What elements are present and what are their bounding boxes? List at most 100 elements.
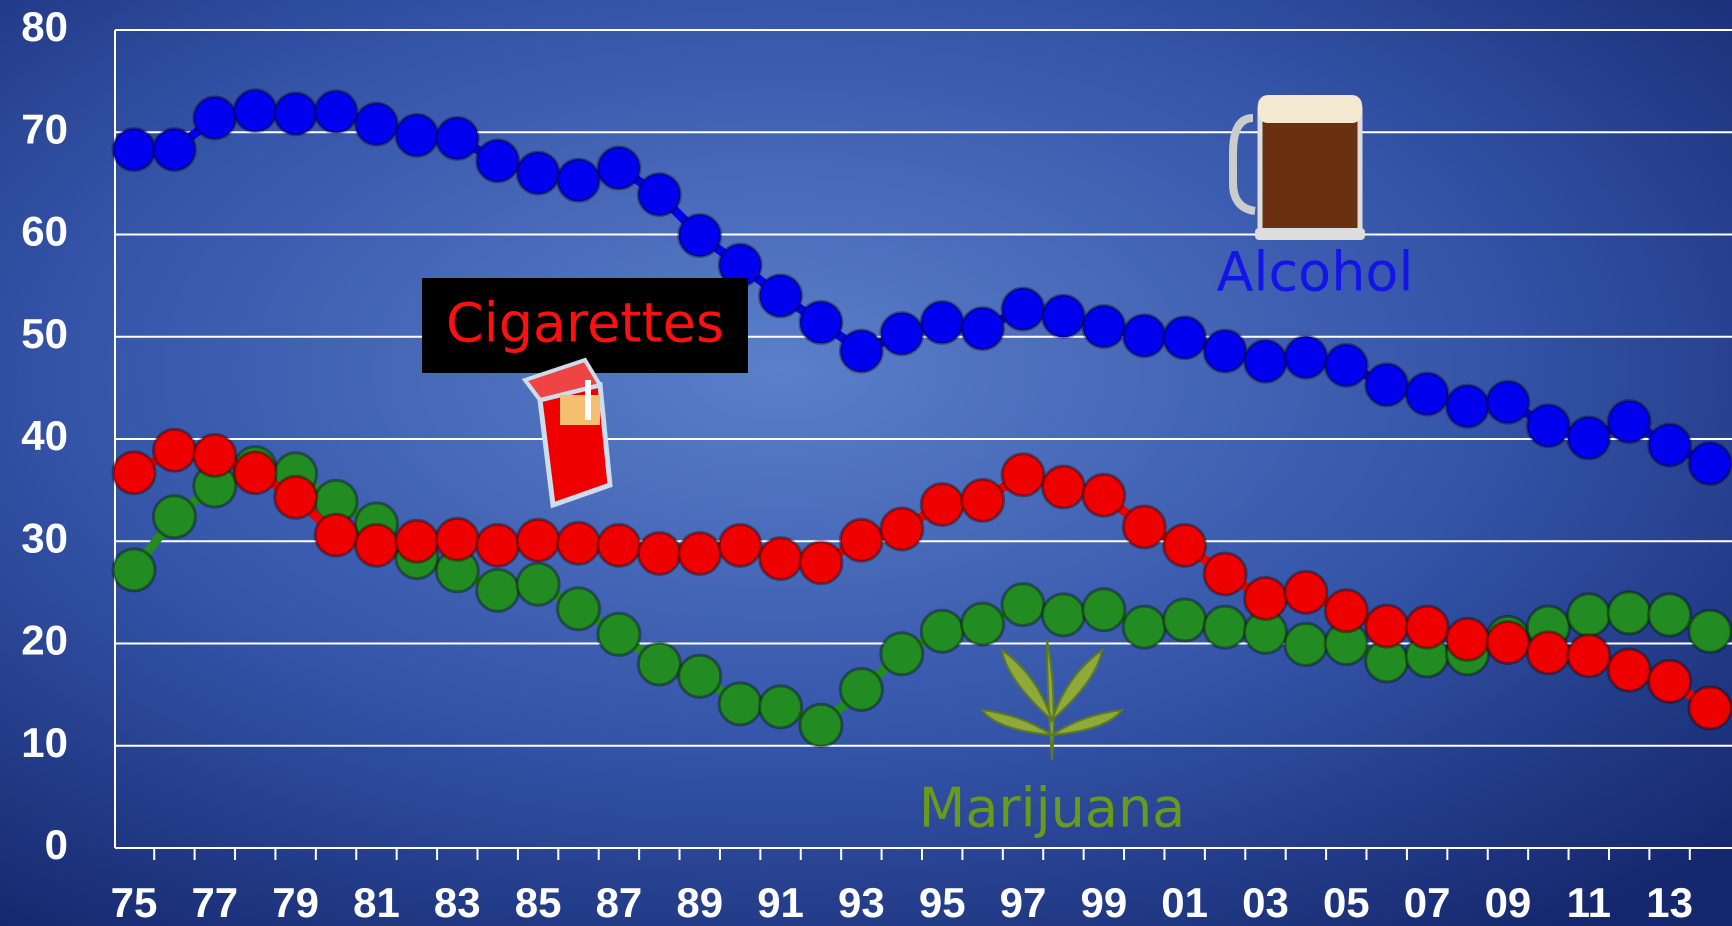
- point: [1081, 587, 1127, 633]
- x-tick-label: 93: [838, 879, 885, 926]
- point: [111, 547, 157, 593]
- point: [798, 540, 844, 586]
- point: [1445, 616, 1491, 662]
- point: [636, 172, 682, 218]
- x-tick-label: 13: [1646, 879, 1693, 926]
- point: [1202, 328, 1248, 374]
- point: [1040, 293, 1086, 339]
- point: [273, 91, 319, 137]
- point: [636, 531, 682, 577]
- point: [475, 567, 521, 613]
- x-tick-label: 09: [1485, 879, 1532, 926]
- point: [1162, 522, 1208, 568]
- x-tick-label: 05: [1323, 879, 1370, 926]
- annotation-box: [422, 278, 748, 373]
- point: [1647, 658, 1693, 704]
- series: [111, 427, 1732, 731]
- point: [394, 518, 440, 564]
- point: [1525, 403, 1571, 449]
- point: [151, 494, 197, 540]
- point: [111, 450, 157, 496]
- y-tick-label: 70: [21, 105, 68, 152]
- point: [1687, 685, 1732, 731]
- point: [879, 631, 925, 677]
- x-tick-label: 03: [1242, 879, 1289, 926]
- cigarette-icon: [521, 357, 613, 509]
- point: [313, 89, 359, 135]
- x-tick-label: 87: [596, 879, 643, 926]
- point: [1121, 313, 1167, 359]
- x-tick-label: 97: [1000, 879, 1047, 926]
- point: [758, 536, 804, 582]
- point: [232, 88, 278, 134]
- point: [919, 299, 965, 345]
- point: [1323, 342, 1369, 388]
- point: [1364, 362, 1410, 408]
- point: [1121, 604, 1167, 650]
- point: [1162, 597, 1208, 643]
- point: [475, 522, 521, 568]
- annotation: Alcohol: [1217, 241, 1414, 304]
- point: [596, 145, 642, 191]
- point: [1121, 504, 1167, 550]
- point: [1404, 604, 1450, 650]
- point: [1687, 608, 1732, 654]
- point: [151, 127, 197, 173]
- point: [1606, 647, 1652, 693]
- y-tick-label: 60: [21, 208, 68, 255]
- point: [798, 702, 844, 748]
- point: [960, 477, 1006, 523]
- point: [1606, 590, 1652, 636]
- y-tick-label: 30: [21, 514, 68, 561]
- y-tick-label: 0: [45, 821, 68, 868]
- leaf-icon: [979, 639, 1125, 761]
- x-tick-label: 89: [676, 879, 723, 926]
- point: [596, 522, 642, 568]
- point: [151, 427, 197, 473]
- point: [1202, 551, 1248, 597]
- point: [556, 157, 602, 203]
- point: [636, 641, 682, 687]
- point: [960, 601, 1006, 647]
- x-tick-label: 79: [272, 879, 319, 926]
- point: [919, 608, 965, 654]
- point: [515, 561, 561, 607]
- point: [556, 586, 602, 632]
- point: [192, 95, 238, 141]
- point: [434, 516, 480, 562]
- point: [1162, 315, 1208, 361]
- point: [111, 127, 157, 173]
- point: [1202, 604, 1248, 650]
- x-tick-label: 81: [353, 879, 400, 926]
- x-tick-label: 11: [1567, 879, 1611, 926]
- point: [1647, 592, 1693, 638]
- x-tick-label: 99: [1080, 879, 1127, 926]
- point: [717, 522, 763, 568]
- point: [1081, 304, 1127, 350]
- beer-icon: [1229, 95, 1365, 240]
- point: [1000, 582, 1046, 628]
- annotation: Cigarettes: [446, 292, 724, 355]
- point: [1485, 379, 1531, 425]
- point: [1323, 588, 1369, 634]
- point: [1485, 619, 1531, 665]
- point: [758, 273, 804, 319]
- point: [960, 306, 1006, 352]
- point: [273, 474, 319, 520]
- x-tick-label: 75: [111, 879, 158, 926]
- point: [1000, 286, 1046, 332]
- point: [515, 517, 561, 563]
- x-tick-label: 01: [1161, 879, 1208, 926]
- point: [1647, 422, 1693, 468]
- point: [556, 520, 602, 566]
- point: [919, 481, 965, 527]
- point: [879, 311, 925, 357]
- y-tick-label: 20: [21, 617, 68, 664]
- point: [232, 450, 278, 496]
- point: [1283, 622, 1329, 668]
- point: [1566, 592, 1612, 638]
- point: [798, 299, 844, 345]
- series: [111, 88, 1732, 487]
- point: [1000, 452, 1046, 498]
